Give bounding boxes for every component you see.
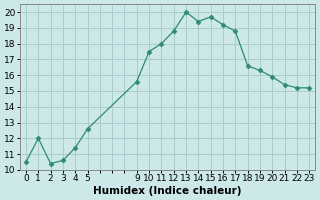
- X-axis label: Humidex (Indice chaleur): Humidex (Indice chaleur): [93, 186, 242, 196]
